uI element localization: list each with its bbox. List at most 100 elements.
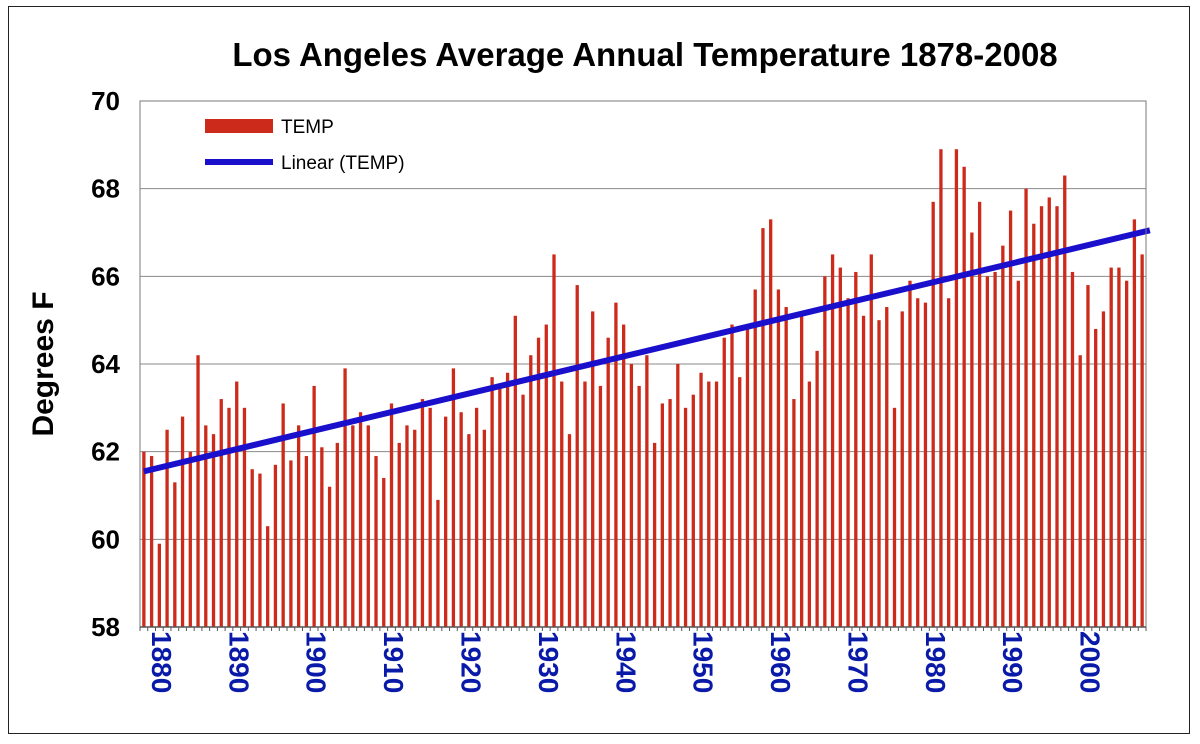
temp-bar: [204, 425, 208, 627]
temp-bar: [320, 447, 324, 627]
temp-bar: [366, 425, 370, 627]
temp-bar: [1032, 223, 1036, 628]
temp-bar: [397, 442, 401, 627]
temp-bar: [544, 324, 548, 627]
temp-bar: [567, 434, 572, 627]
temp-bar: [753, 289, 757, 627]
temp-bar: [1132, 219, 1137, 627]
temp-bar: [149, 456, 154, 627]
x-tick-label: 1920: [456, 631, 487, 693]
temp-bar: [358, 412, 363, 627]
temp-bar: [1001, 245, 1005, 627]
temp-bar: [784, 307, 788, 627]
temp-bar: [745, 328, 750, 627]
temp-bar: [799, 315, 804, 627]
temp-bar: [436, 499, 440, 627]
temp-bar: [1094, 328, 1098, 627]
y-tick-label: 62: [91, 437, 120, 467]
x-tick-label: 1980: [920, 631, 951, 693]
x-tick-label: 1930: [533, 631, 564, 693]
temp-bar: [304, 456, 309, 627]
temp-bar: [1039, 206, 1044, 627]
temp-bar: [916, 298, 920, 627]
temp-bar: [157, 543, 161, 627]
temp-bar: [614, 302, 618, 627]
temp-bar: [335, 442, 339, 627]
legend: TEMP Linear (TEMP): [205, 117, 405, 174]
temp-bar: [405, 425, 409, 627]
temp-bar: [560, 381, 564, 627]
x-ticks: 1880 1890 1900 1910 1920 1930 1940 1950 1960 1970…: [146, 631, 1106, 693]
temp-bar: [343, 368, 347, 627]
temp-bar: [529, 355, 533, 627]
y-tick-label: 60: [91, 524, 120, 554]
legend-label-trend: Linear (TEMP): [281, 153, 405, 174]
temp-bar: [583, 381, 587, 627]
temp-bar: [954, 149, 959, 627]
temp-bar: [985, 276, 990, 627]
temp-bar: [900, 311, 904, 627]
temp-bars: [142, 149, 1144, 628]
temp-bar: [869, 254, 873, 628]
temp-bar: [622, 324, 626, 627]
temp-bar: [459, 412, 463, 627]
temp-bar: [490, 377, 494, 627]
temp-bar: [738, 377, 742, 627]
temp-bar: [1055, 206, 1059, 627]
temp-bar: [1047, 197, 1051, 627]
temp-bar: [296, 425, 301, 627]
temp-bar: [830, 254, 835, 628]
temp-bar: [413, 429, 417, 627]
temp-bar: [444, 416, 448, 627]
temp-bar: [645, 355, 649, 627]
temp-bar: [1078, 355, 1082, 627]
temp-bar: [598, 385, 603, 627]
x-tick-label: 1940: [610, 631, 641, 693]
temp-bar: [923, 302, 928, 627]
axes: [139, 100, 1147, 631]
temp-bar: [854, 271, 858, 627]
temp-bar: [761, 228, 765, 627]
temp-bar: [467, 434, 471, 627]
temp-bar: [420, 399, 425, 627]
temp-bar: [931, 201, 935, 627]
temp-bar: [428, 407, 432, 627]
temp-bar: [908, 280, 912, 627]
temp-bar: [993, 271, 997, 627]
temp-bar: [962, 166, 966, 627]
temp-bar: [289, 460, 293, 627]
temp-bar: [327, 486, 332, 627]
temp-bar: [521, 394, 525, 627]
temp-bar: [977, 201, 982, 627]
temp-bar: [807, 381, 812, 627]
temp-bar: [165, 429, 169, 627]
temp-bar: [1024, 188, 1028, 628]
temp-bar: [606, 337, 610, 627]
temp-bar: [769, 219, 773, 627]
temp-bar: [211, 434, 216, 627]
temp-bar: [273, 464, 278, 627]
temp-bar: [281, 403, 285, 627]
temp-bar: [637, 385, 641, 627]
temp-bar: [266, 526, 270, 627]
temp-bar: [374, 456, 378, 627]
temp-bar: [196, 355, 200, 627]
y-ticks: 58 60 62 64 66 68 70: [91, 86, 120, 642]
temp-bar: [699, 372, 703, 627]
temp-bar: [250, 469, 254, 627]
temp-bar: [792, 399, 796, 627]
y-tick-label: 58: [91, 612, 120, 642]
temp-bar: [877, 320, 881, 627]
temp-bar: [885, 307, 889, 627]
temp-bar: [730, 324, 734, 627]
temp-bar: [707, 381, 711, 627]
temp-bar: [389, 403, 394, 627]
x-tick-label: 1880: [146, 631, 177, 693]
temp-bar: [188, 451, 192, 627]
temp-bar: [1101, 311, 1106, 627]
x-tick-label: 1900: [301, 631, 332, 693]
temp-bar: [861, 315, 866, 627]
temp-bar: [474, 407, 479, 627]
temp-bar: [939, 149, 943, 627]
x-tick-label: 1910: [378, 631, 409, 693]
